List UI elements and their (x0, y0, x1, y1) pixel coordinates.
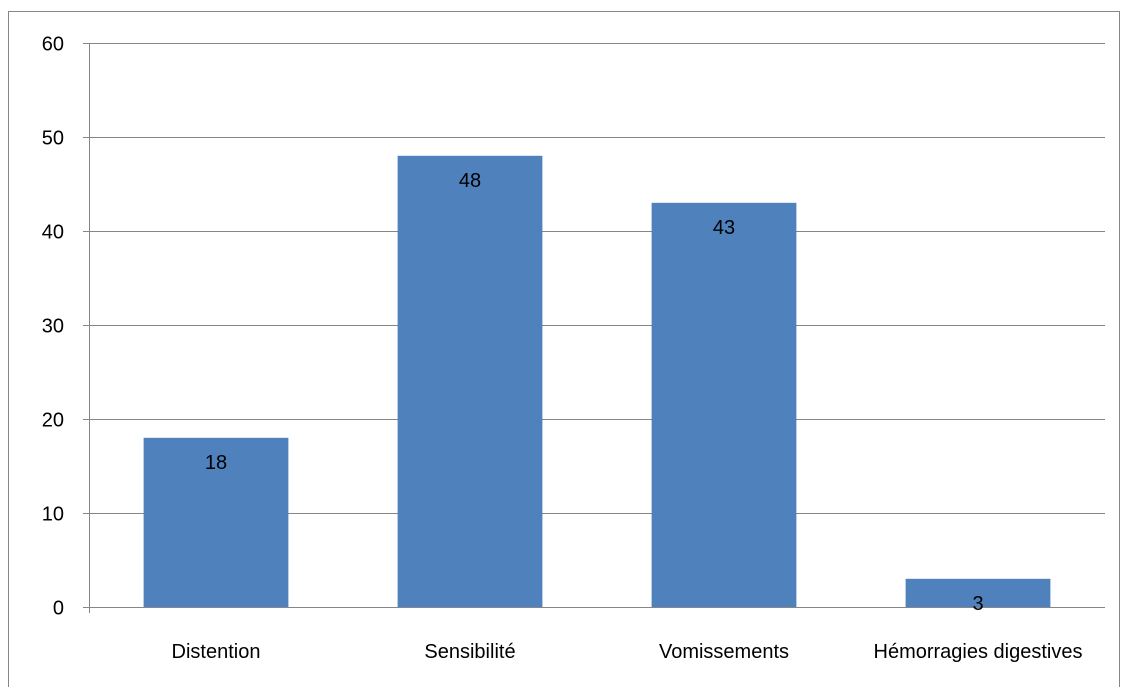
y-tick-label: 20 (42, 410, 64, 432)
axes (83, 43, 1105, 613)
x-tick-labels: Distention Sensibilité Vomissements Hémorra… (172, 641, 1083, 663)
x-tick-label: Hémorragies digestives (874, 641, 1083, 663)
y-tick-label: 40 (42, 222, 64, 244)
data-label: 18 (205, 452, 227, 474)
x-tick-label: Distention (172, 641, 261, 663)
y-tick-label: 30 (42, 316, 64, 338)
y-tick-label: 10 (42, 504, 64, 526)
x-tick-label: Vomissements (659, 641, 789, 663)
bar (905, 578, 1051, 607)
data-label: 3 (972, 593, 983, 615)
data-labels: 18 48 43 3 (205, 170, 984, 615)
bars (143, 155, 1051, 608)
bar (143, 437, 289, 607)
bar (397, 155, 543, 608)
y-tick-label: 60 (42, 34, 64, 56)
y-tick-labels: 0 10 20 30 40 50 60 (42, 34, 64, 620)
y-tick-label: 0 (53, 598, 64, 620)
y-tick-label: 50 (42, 128, 64, 150)
data-label: 43 (713, 217, 735, 239)
x-tick-label: Sensibilité (424, 641, 515, 663)
data-label: 48 (459, 170, 481, 192)
bar (651, 202, 797, 608)
